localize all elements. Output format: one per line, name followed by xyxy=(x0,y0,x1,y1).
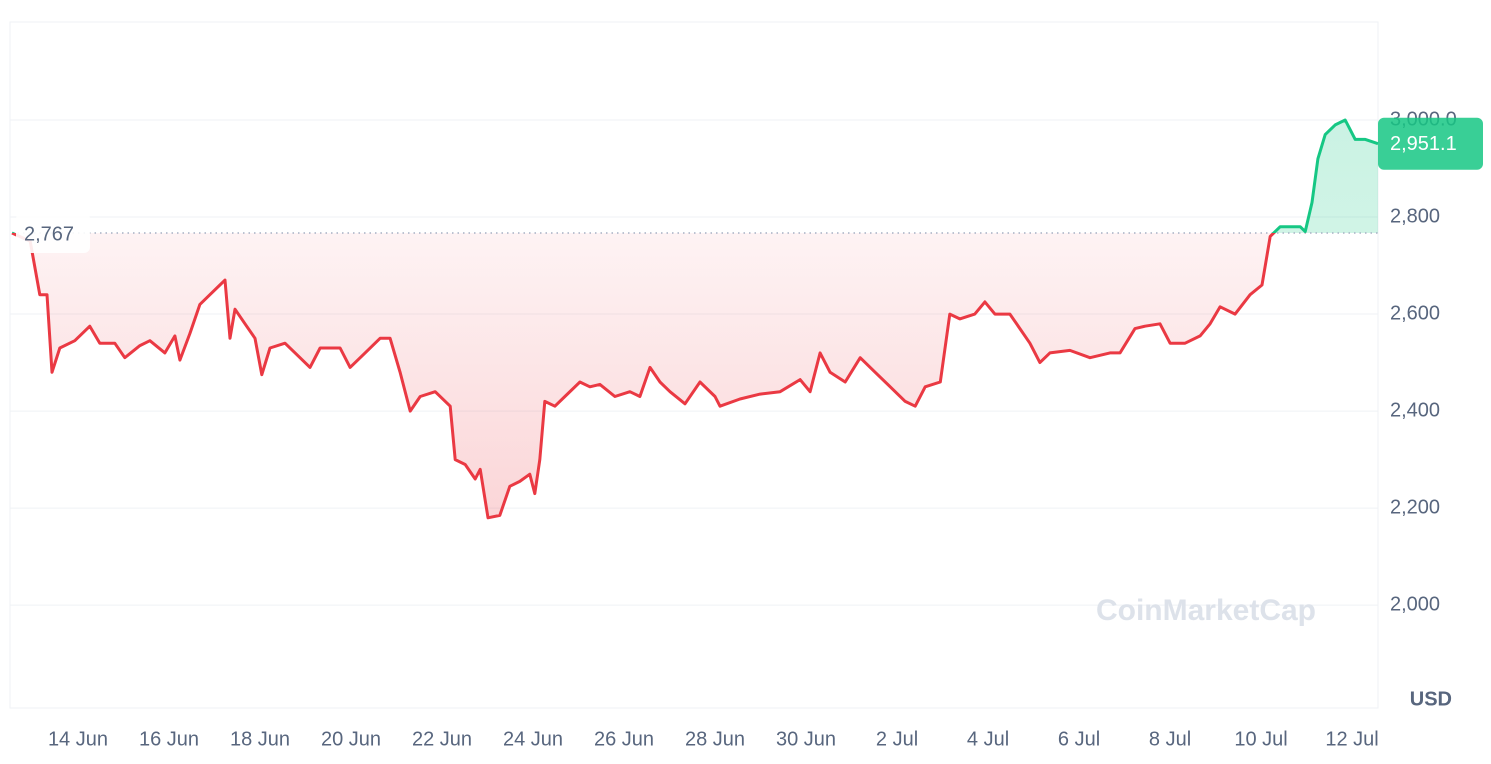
x-tick-label: 28 Jun xyxy=(685,728,745,750)
x-tick-label: 24 Jun xyxy=(503,728,563,750)
watermark: CoinMarketCap xyxy=(1096,594,1316,627)
price-line xyxy=(11,118,1379,520)
y-tick-label: 2,000 xyxy=(1390,593,1440,615)
x-tick-label: 4 Jul xyxy=(967,728,1009,750)
y-tick-label: 2,800 xyxy=(1390,205,1440,227)
currency-label: USD xyxy=(1410,688,1452,710)
plot-frame xyxy=(9,21,1379,709)
last-value-tag xyxy=(1378,117,1483,170)
baseline-label: 2,767 xyxy=(24,223,74,245)
x-tick-label: 2 Jul xyxy=(876,728,918,750)
x-tick-label: 26 Jun xyxy=(594,728,654,750)
x-tick-label: 16 Jun xyxy=(139,728,199,750)
x-tick-label: 10 Jul xyxy=(1234,728,1287,750)
x-tick-label: 30 Jun xyxy=(776,728,836,750)
y-tick-label: 2,600 xyxy=(1390,302,1440,324)
x-tick-label: 12 Jul xyxy=(1325,728,1378,750)
y-tick-label: 2,200 xyxy=(1390,496,1440,518)
x-tick-label: 18 Jun xyxy=(230,728,290,750)
price-area xyxy=(12,120,1378,518)
x-tick-label: 8 Jul xyxy=(1149,728,1191,750)
baseline-label-bg xyxy=(16,213,90,254)
last-value-label: 2,951.1 xyxy=(1390,133,1457,155)
x-tick-label: 6 Jul xyxy=(1058,728,1100,750)
x-tick-label: 20 Jun xyxy=(321,728,381,750)
y-tick-label: 2,400 xyxy=(1390,399,1440,421)
x-tick-label: 22 Jun xyxy=(412,728,472,750)
x-tick-label: 14 Jun xyxy=(48,728,108,750)
